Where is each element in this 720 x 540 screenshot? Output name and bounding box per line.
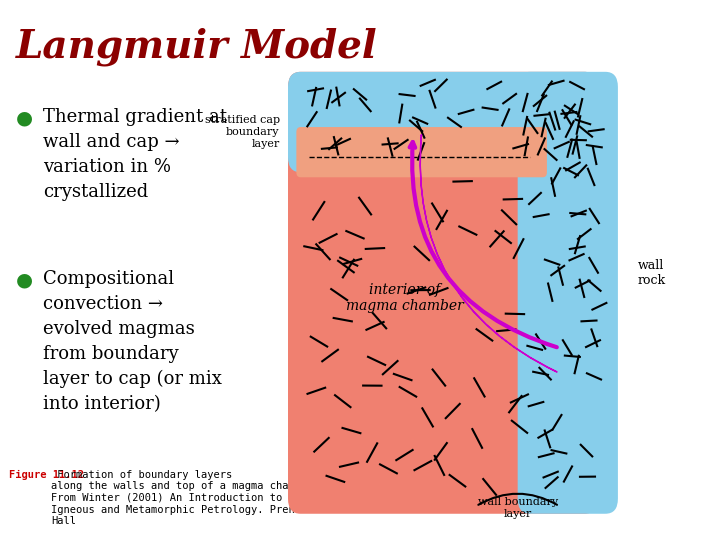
Text: Figure 11.12: Figure 11.12 <box>9 470 84 480</box>
Text: ●: ● <box>16 270 32 289</box>
FancyBboxPatch shape <box>288 72 597 514</box>
Text: wall boundary
layer: wall boundary layer <box>477 497 558 519</box>
Text: ●: ● <box>16 108 32 127</box>
Text: Formation of boundary layers
along the walls and top of a magma chamber.
From Wi: Formation of boundary layers along the w… <box>51 470 320 526</box>
Text: interior of
magma chamber: interior of magma chamber <box>346 283 464 313</box>
Text: wall
rock: wall rock <box>637 259 665 287</box>
FancyArrowPatch shape <box>420 135 557 372</box>
Text: stratified cap
boundary
layer: stratified cap boundary layer <box>204 116 279 148</box>
Text: Compositional
convection →
evolved magmas
from boundary
layer to cap (or mix
int: Compositional convection → evolved magma… <box>43 270 222 414</box>
Text: Langmuir Model: Langmuir Model <box>16 27 377 65</box>
FancyBboxPatch shape <box>297 127 547 177</box>
FancyBboxPatch shape <box>518 72 618 514</box>
Text: Thermal gradient at
wall and cap →
variation in %
crystallized: Thermal gradient at wall and cap → varia… <box>43 108 228 201</box>
FancyBboxPatch shape <box>288 72 597 172</box>
